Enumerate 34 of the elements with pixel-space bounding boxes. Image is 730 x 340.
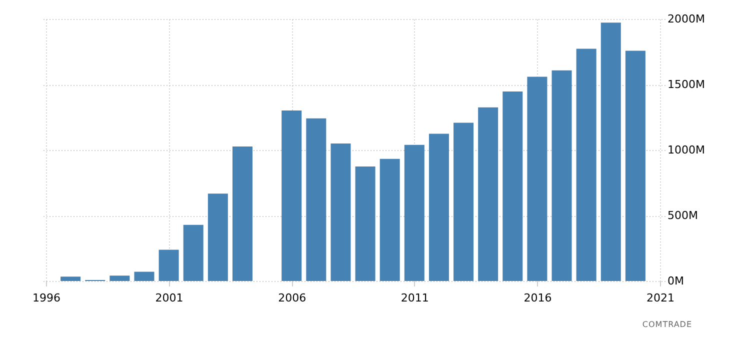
x-tick-label: 2016	[524, 292, 552, 304]
x-tick-label: 1996	[32, 292, 60, 304]
y-tick-label: 0M	[668, 274, 684, 288]
x-tick-label: 2011	[400, 292, 429, 304]
bar	[404, 144, 424, 281]
bar	[282, 110, 302, 281]
bar	[454, 122, 474, 281]
x-tick-label: 2001	[155, 292, 184, 304]
bar	[478, 107, 498, 281]
y-tick-label: 1000M	[668, 144, 705, 156]
bar	[355, 166, 376, 281]
bar	[380, 158, 400, 281]
bar	[110, 276, 130, 281]
x-tick-label: 2006	[278, 292, 306, 304]
y-tick-label: 500M	[668, 209, 698, 222]
bar	[330, 143, 351, 281]
bar	[306, 118, 326, 281]
bar	[232, 146, 252, 281]
bar	[576, 48, 596, 281]
bar	[502, 91, 523, 281]
text: COMTRADE	[642, 320, 692, 329]
bar	[183, 224, 204, 281]
bar	[208, 194, 228, 281]
y-tick-label: 1500M	[668, 78, 705, 91]
bar	[158, 250, 179, 281]
bar	[625, 50, 646, 281]
bar	[134, 272, 154, 281]
x-tick-label: 2021	[646, 292, 674, 304]
y-tick-label: 2000M	[668, 12, 705, 26]
bar	[428, 134, 449, 281]
bar	[60, 276, 81, 281]
bar	[552, 70, 572, 281]
bar	[527, 76, 548, 281]
bar	[600, 22, 621, 281]
